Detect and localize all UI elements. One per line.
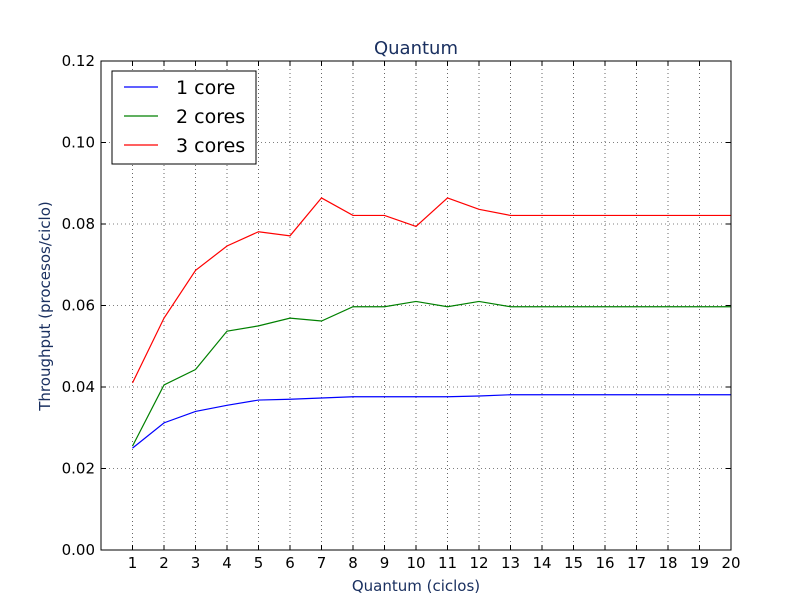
x-tick-label: 14 [532, 554, 551, 572]
x-tick-label: 16 [595, 554, 614, 572]
x-tick-label: 11 [438, 554, 457, 572]
x-tick-label: 8 [348, 554, 358, 572]
y-tick-label: 0.10 [62, 134, 95, 152]
x-tick-label: 7 [317, 554, 327, 572]
x-tick-label: 4 [222, 554, 232, 572]
x-tick-label: 15 [564, 554, 583, 572]
y-tick-label: 0.02 [62, 460, 95, 478]
x-tick-label: 5 [254, 554, 264, 572]
y-tick-label: 0.08 [62, 215, 95, 233]
x-tick-label: 18 [658, 554, 677, 572]
x-tick-label: 17 [627, 554, 646, 572]
y-tick-label: 0.12 [62, 52, 95, 70]
x-tick-label: 2 [159, 554, 169, 572]
y-axis-label: Throughput (procesos/ciclo) [36, 201, 54, 411]
legend-label-2-cores: 2 cores [176, 106, 245, 128]
y-tick-label: 0.04 [62, 378, 95, 396]
x-tick-label: 13 [501, 554, 520, 572]
x-axis-label: Quantum (ciclos) [352, 577, 480, 595]
legend: 1 core 2 cores 3 cores [112, 71, 256, 164]
x-tick-label: 12 [469, 554, 488, 572]
x-tick-label: 9 [380, 554, 390, 572]
x-tick-label: 19 [690, 554, 709, 572]
y-tick-label: 0.06 [62, 297, 95, 315]
x-tick-label: 6 [285, 554, 295, 572]
legend-label-3-cores: 3 cores [176, 135, 245, 157]
chart-title: Quantum [374, 38, 458, 59]
x-tick-label: 3 [191, 554, 201, 572]
legend-label-1-core: 1 core [176, 77, 235, 99]
x-tick-label: 10 [406, 554, 425, 572]
x-tick-label: 20 [721, 554, 740, 572]
y-tick-label: 0.00 [62, 541, 95, 559]
x-tick-label: 1 [128, 554, 138, 572]
